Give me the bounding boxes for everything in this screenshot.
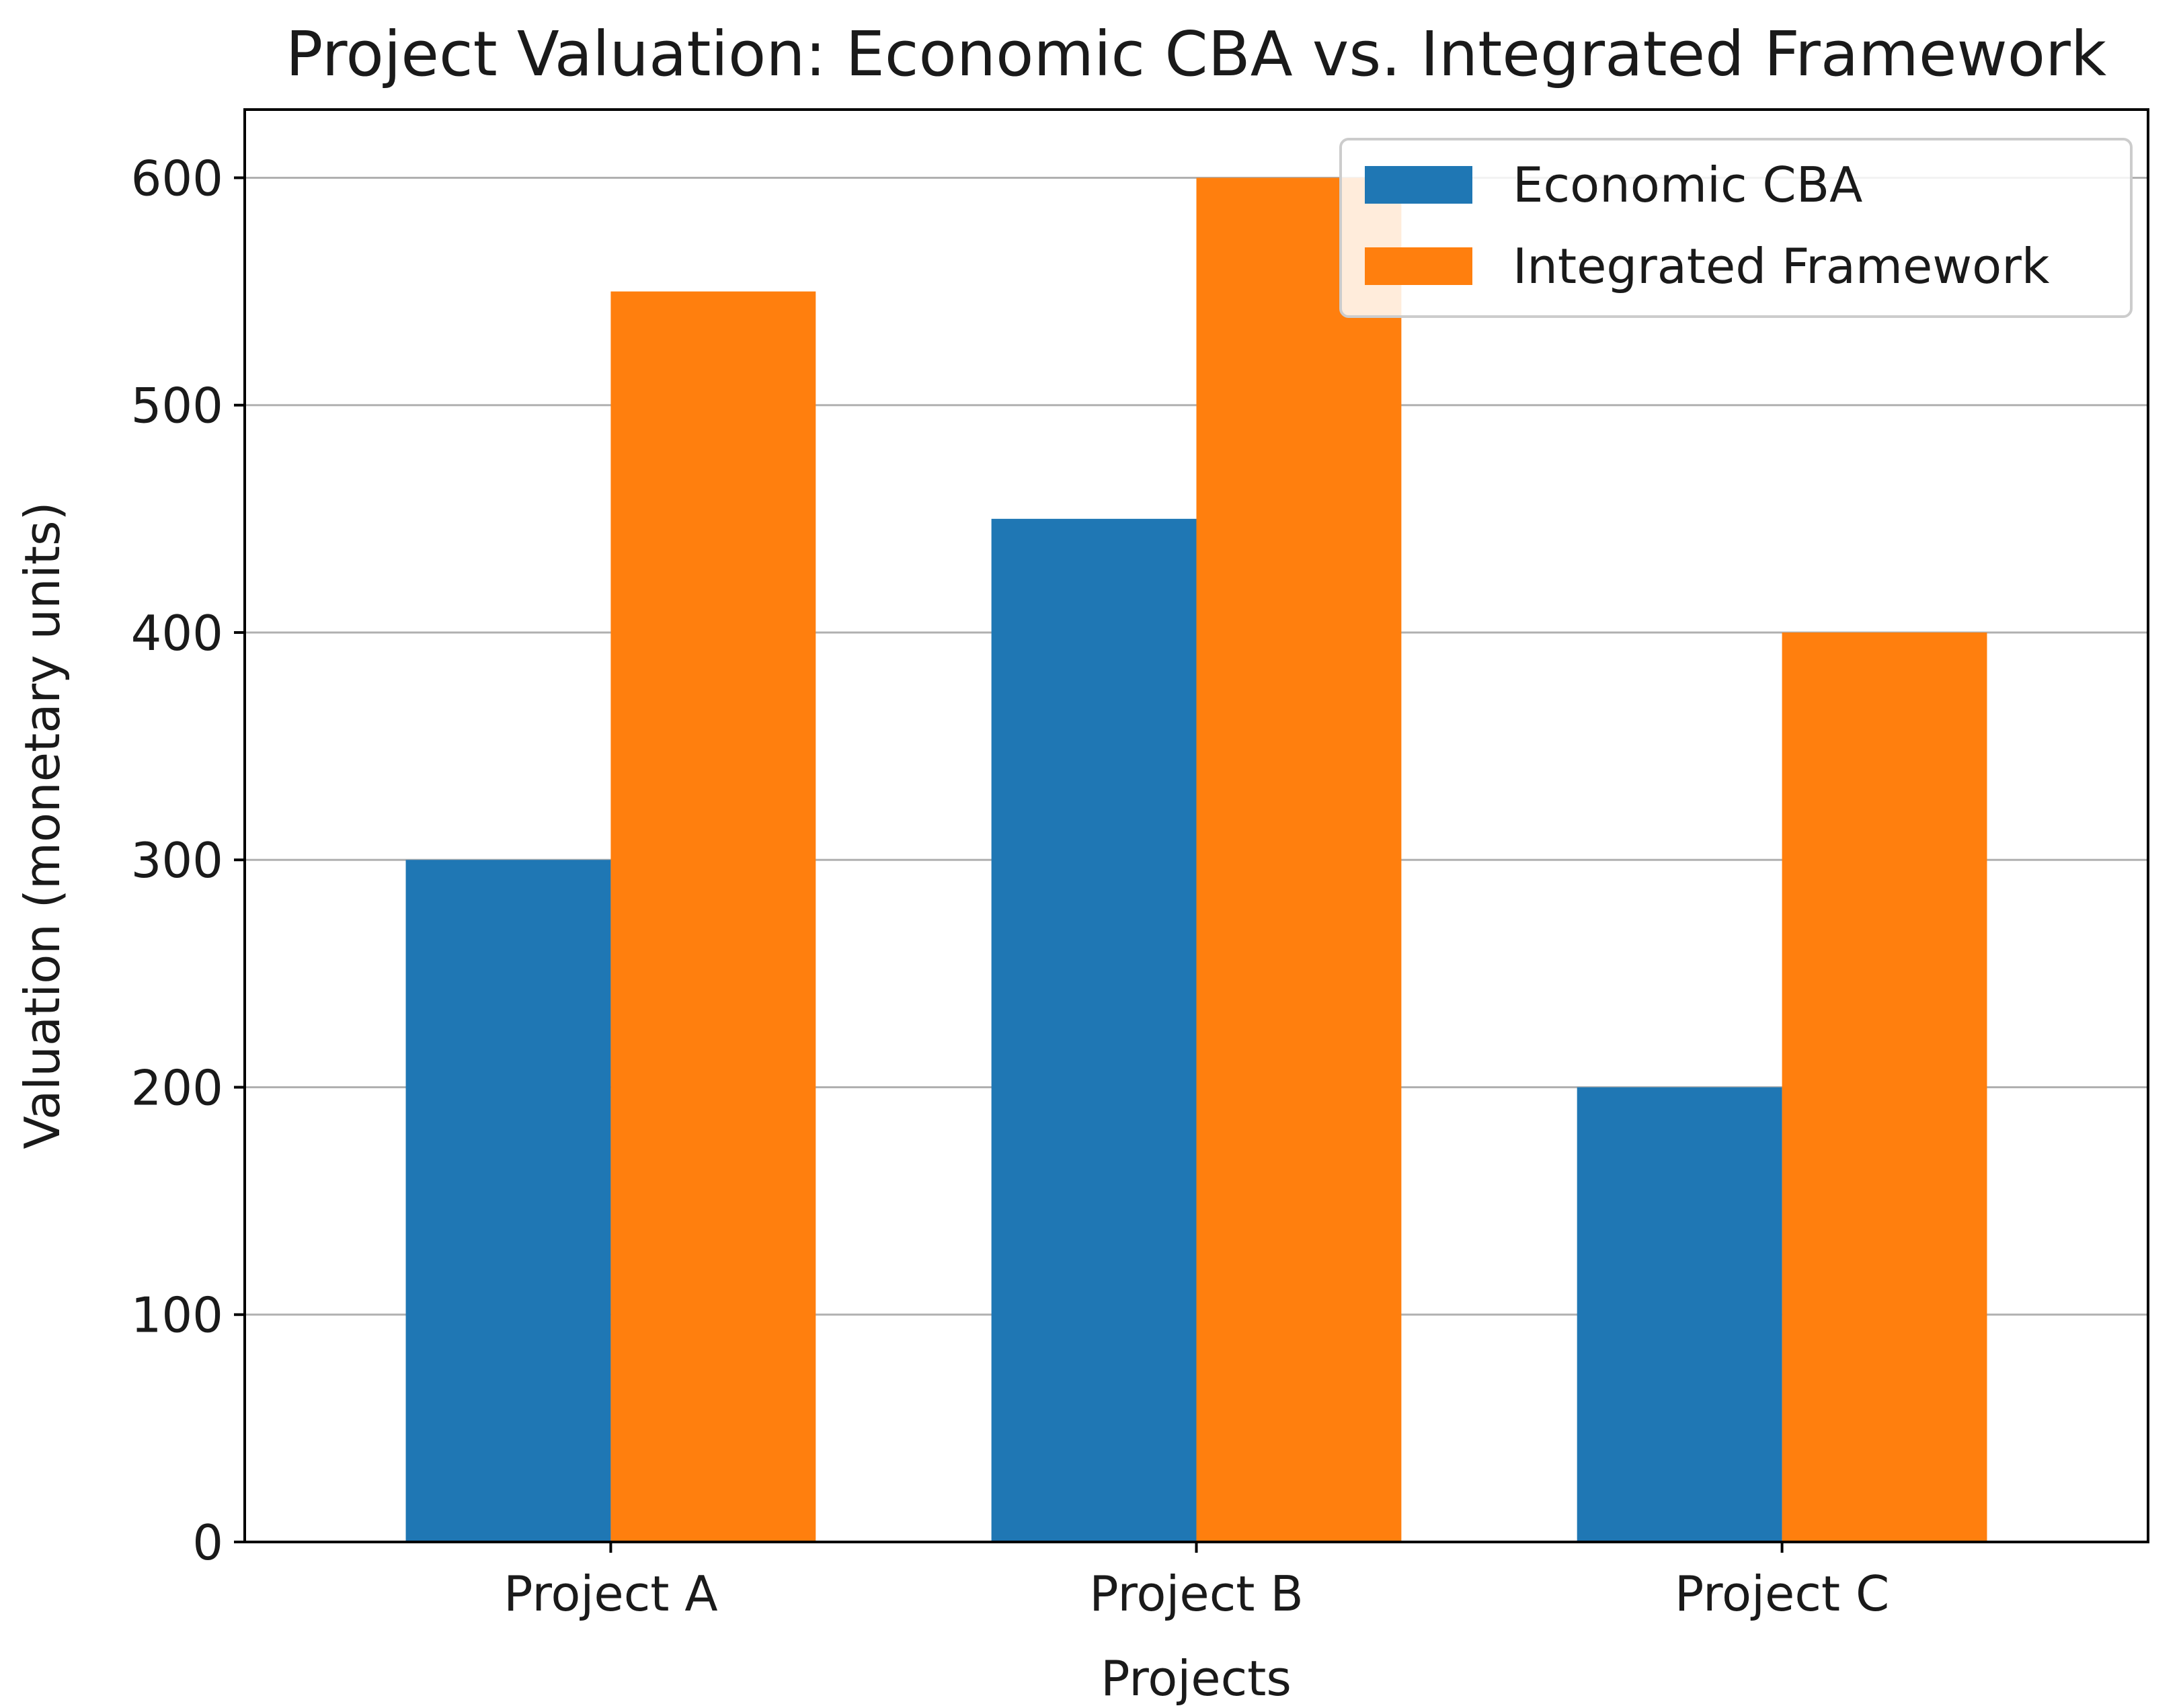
y-axis: 0 100 200 300 400 500 600 [131, 150, 245, 1571]
legend-box [1339, 138, 2133, 318]
bar-economic-cba-project-b [991, 518, 1197, 1542]
legend-swatch-integrated-framework [1365, 247, 1472, 285]
legend: Economic CBA Integrated Framework [1339, 138, 2133, 318]
y-tick-label: 0 [192, 1514, 223, 1571]
legend-swatch-economic-cba [1365, 166, 1472, 204]
bar-integrated-framework-project-a [610, 291, 816, 1543]
legend-label-integrated-framework: Integrated Framework [1513, 238, 2050, 294]
x-tick-label: Project C [1675, 1565, 1890, 1622]
bars [405, 177, 1987, 1543]
x-axis: Project A Project B Project C [504, 1542, 1889, 1622]
legend-label-economic-cba: Economic CBA [1513, 157, 1862, 213]
bar-integrated-framework-project-b [1196, 177, 1402, 1542]
y-tick-label: 200 [131, 1059, 223, 1116]
y-tick-label: 300 [131, 832, 223, 889]
bar-integrated-framework-project-c [1782, 632, 1987, 1542]
x-tick-label: Project A [504, 1565, 717, 1622]
chart-title: Project Valuation: Economic CBA vs. Inte… [286, 18, 2107, 90]
y-tick-label: 100 [131, 1287, 223, 1344]
y-tick-label: 400 [131, 605, 223, 661]
bar-economic-cba-project-a [405, 860, 611, 1542]
y-axis-label: Valuation (monetary units) [14, 501, 71, 1149]
x-tick-label: Project B [1089, 1565, 1304, 1622]
y-tick-label: 600 [131, 150, 223, 206]
y-tick-label: 500 [131, 378, 223, 434]
bar-economic-cba-project-c [1577, 1087, 1782, 1542]
x-axis-label: Projects [1101, 1650, 1292, 1707]
